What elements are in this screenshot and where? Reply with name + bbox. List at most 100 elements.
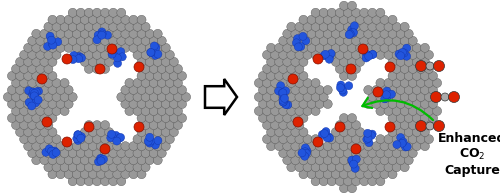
Circle shape — [363, 135, 371, 143]
Circle shape — [125, 22, 134, 31]
Circle shape — [104, 31, 112, 39]
Circle shape — [424, 64, 434, 73]
Circle shape — [96, 15, 106, 24]
Circle shape — [348, 43, 356, 52]
Circle shape — [153, 86, 162, 94]
Circle shape — [408, 36, 418, 45]
Circle shape — [311, 93, 320, 101]
Circle shape — [324, 133, 332, 141]
FancyArrowPatch shape — [362, 98, 433, 120]
Circle shape — [48, 100, 57, 108]
Circle shape — [108, 8, 118, 17]
Circle shape — [149, 78, 158, 87]
Circle shape — [295, 64, 304, 73]
Circle shape — [388, 86, 397, 94]
Circle shape — [291, 156, 300, 165]
Circle shape — [32, 99, 40, 107]
Circle shape — [104, 29, 114, 38]
Circle shape — [307, 100, 316, 108]
Circle shape — [434, 61, 444, 72]
Circle shape — [336, 163, 344, 172]
Circle shape — [380, 15, 389, 24]
Circle shape — [388, 90, 396, 98]
Circle shape — [166, 50, 174, 59]
Circle shape — [360, 36, 368, 45]
Circle shape — [68, 36, 77, 45]
Circle shape — [56, 100, 65, 108]
Circle shape — [92, 121, 102, 130]
Circle shape — [153, 113, 162, 123]
Circle shape — [287, 36, 296, 45]
Circle shape — [348, 15, 356, 24]
Circle shape — [137, 15, 146, 24]
Circle shape — [166, 93, 174, 101]
Circle shape — [319, 93, 328, 101]
Circle shape — [44, 149, 53, 158]
Circle shape — [283, 43, 292, 52]
Circle shape — [396, 100, 405, 108]
Circle shape — [117, 163, 126, 172]
Circle shape — [295, 121, 304, 130]
Circle shape — [84, 149, 94, 158]
Circle shape — [352, 135, 360, 144]
Circle shape — [162, 71, 170, 81]
Circle shape — [76, 36, 86, 45]
Circle shape — [48, 170, 57, 179]
Circle shape — [412, 142, 422, 151]
Circle shape — [56, 142, 65, 151]
Circle shape — [32, 88, 40, 96]
Circle shape — [52, 50, 61, 59]
Circle shape — [424, 121, 434, 130]
Circle shape — [162, 128, 170, 137]
Circle shape — [291, 57, 300, 66]
Circle shape — [8, 86, 16, 94]
Circle shape — [137, 43, 146, 52]
Circle shape — [84, 64, 94, 73]
Circle shape — [356, 142, 364, 151]
Circle shape — [100, 121, 110, 130]
Circle shape — [74, 131, 82, 139]
Circle shape — [348, 26, 356, 34]
Circle shape — [283, 156, 292, 165]
Circle shape — [152, 44, 160, 52]
Circle shape — [307, 156, 316, 165]
Circle shape — [24, 113, 32, 123]
Circle shape — [141, 149, 150, 158]
Circle shape — [402, 44, 410, 52]
Circle shape — [98, 31, 106, 39]
Circle shape — [278, 50, 287, 59]
Circle shape — [311, 36, 320, 45]
Circle shape — [36, 121, 45, 130]
Circle shape — [287, 149, 296, 158]
Circle shape — [92, 8, 102, 17]
Circle shape — [412, 57, 422, 66]
Circle shape — [402, 143, 409, 151]
Circle shape — [404, 113, 413, 123]
Circle shape — [170, 113, 178, 123]
Circle shape — [137, 57, 146, 66]
Circle shape — [84, 121, 94, 130]
Circle shape — [303, 135, 312, 144]
Circle shape — [98, 155, 106, 163]
Circle shape — [291, 29, 300, 38]
Circle shape — [368, 8, 377, 17]
Circle shape — [351, 144, 361, 154]
Circle shape — [404, 156, 413, 165]
Circle shape — [64, 142, 73, 151]
Circle shape — [364, 29, 373, 38]
Circle shape — [274, 113, 283, 123]
Circle shape — [400, 107, 409, 116]
Circle shape — [274, 142, 283, 151]
Circle shape — [141, 163, 150, 172]
Circle shape — [311, 8, 320, 17]
Circle shape — [182, 93, 190, 101]
Circle shape — [291, 113, 300, 123]
Circle shape — [48, 142, 57, 151]
Circle shape — [368, 177, 377, 186]
Circle shape — [352, 22, 360, 31]
Circle shape — [388, 128, 397, 137]
Circle shape — [153, 43, 162, 52]
Circle shape — [129, 29, 138, 38]
Circle shape — [112, 131, 120, 139]
Circle shape — [340, 113, 348, 123]
